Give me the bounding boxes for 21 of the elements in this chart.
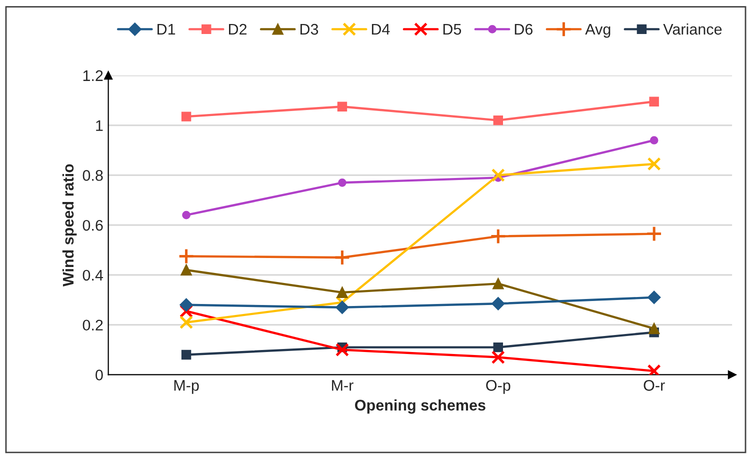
x-axis-title: Opening schemes — [355, 399, 486, 414]
legend-label: D5 — [443, 24, 462, 35]
y-axis-title: Wind speed ratio — [62, 164, 77, 287]
x-tick-label: M-r — [332, 380, 354, 391]
legend-label: D1 — [158, 24, 176, 35]
legend-label: D4 — [372, 24, 390, 35]
y-tick-label: 0.2 — [82, 320, 103, 331]
y-tick-label: 1 — [96, 120, 103, 131]
legend-label: Variance — [663, 23, 722, 35]
y-tick-label: 1.2 — [83, 70, 103, 81]
legend-label: D2 — [229, 24, 247, 35]
y-tick-label: 0.4 — [82, 270, 104, 281]
x-tick-label: O-r — [644, 380, 665, 391]
y-tick-label: 0.6 — [82, 220, 103, 231]
legend-label: Avg — [585, 24, 610, 38]
legend-label: D3 — [300, 24, 318, 35]
x-tick-label: O-p — [486, 380, 510, 394]
legend-label: D6 — [514, 24, 533, 35]
y-tick-label: 0 — [96, 370, 103, 380]
y-tick-label: 0.8 — [82, 170, 103, 181]
x-tick-label: M-p — [174, 380, 199, 394]
